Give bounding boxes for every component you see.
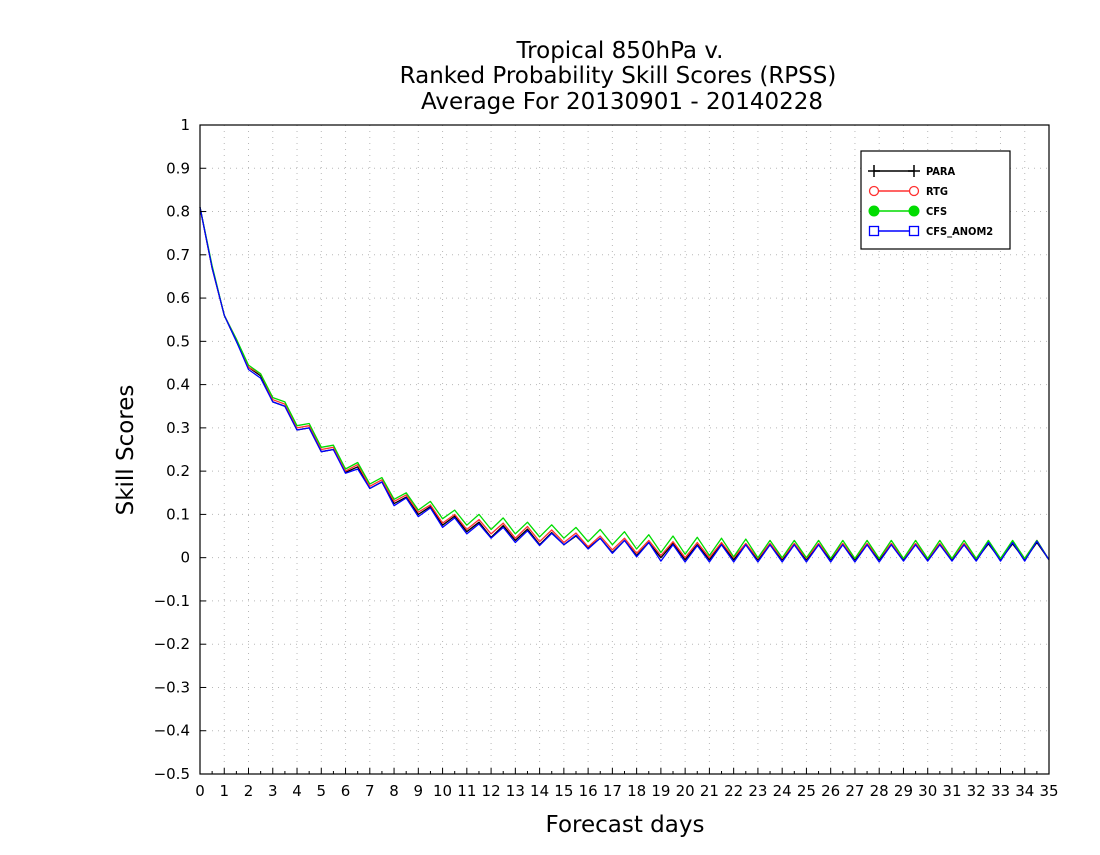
y-axis-title: Skill Scores [113,385,139,516]
x-tick-label: 33 [991,782,1010,800]
legend-marker-plus [868,165,880,177]
series-lines [199,207,1050,563]
y-tick-label: 0.8 [166,203,190,221]
legend: PARA RTG CFS CFS_ANOM2 [860,150,1011,250]
y-tick-label: −0.3 [154,678,190,696]
y-tick-label: 1 [180,116,190,134]
x-tick-label: 34 [1015,782,1034,800]
x-tick-label: 9 [414,782,424,800]
legend-marker-open-circle [908,185,920,197]
series-line-para [199,207,1050,561]
x-tick-label: 32 [967,782,986,800]
legend-marker-open-circle [868,185,880,197]
x-tick-label: 14 [530,782,549,800]
series-line-cfs [199,207,1050,561]
legend-label-para: PARA [926,165,956,178]
x-tick-label: 25 [797,782,816,800]
legend-label-cfs-anom2: CFS_ANOM2 [926,225,993,238]
x-tick-label: 24 [773,782,792,800]
series-line-rtg [199,207,1050,561]
x-tick-label: 11 [457,782,476,800]
legend-marker-filled-circle [868,205,880,217]
x-tick-label: 27 [845,782,864,800]
y-tick-label: −0.4 [154,722,190,740]
x-tick-label: 30 [918,782,937,800]
title-line-1: Tropical 850hPa v. [516,38,724,64]
x-tick-label: 13 [506,782,525,800]
x-tick-label: 1 [219,782,229,800]
x-tick-label: 0 [195,782,205,800]
legend-box [860,150,1011,250]
x-tick-label: 16 [579,782,598,800]
y-tick-label: 0.9 [166,159,190,177]
legend-marker-open-square [908,225,920,237]
x-tick-label: 18 [627,782,646,800]
x-tick-label: 21 [700,782,719,800]
x-tick-label: 17 [603,782,622,800]
x-tick-label: 10 [433,782,452,800]
x-tick-label: 20 [676,782,695,800]
legend-marker-plus [908,165,920,177]
title-line-3: Average For 20130901 - 20140228 [421,89,823,115]
y-tick-label: 0.1 [166,505,190,523]
x-tick-label: 3 [268,782,278,800]
grid [200,125,1049,774]
x-tick-label: 23 [748,782,767,800]
y-tick-label: −0.5 [154,765,190,783]
x-tick-label: 6 [341,782,351,800]
title-line-2: Ranked Probability Skill Scores (RPSS) [400,63,837,89]
chart-title: Tropical 850hPa v. Ranked Probability Sk… [400,38,837,115]
y-tick-label: 0.3 [166,419,190,437]
series-line-cfs-anom2 [199,207,1050,563]
x-tick-label: 28 [870,782,889,800]
x-tick-label: 2 [244,782,254,800]
x-tick-label: 19 [651,782,670,800]
x-tick-label: 31 [942,782,961,800]
y-tick-label: −0.2 [154,635,190,653]
x-tick-label: 26 [821,782,840,800]
y-tick-label: 0.5 [166,332,190,350]
x-axis-title: Forecast days [546,812,705,838]
legend-label-rtg: RTG [926,185,948,198]
x-tick-label: 15 [554,782,573,800]
y-tick-label: 0 [180,549,190,567]
x-tick-label: 29 [894,782,913,800]
y-tick-label: −0.1 [154,592,190,610]
legend-marker-filled-circle [908,205,920,217]
x-tick-label: 4 [292,782,302,800]
y-tick-label: 0.2 [166,462,190,480]
y-tick-label: 0.7 [166,246,190,264]
x-tick-label: 35 [1039,782,1058,800]
axis-ticks: 0 1 2 3 4 5 6 7 8 9 10 11 12 13 14 15 16 17 18 19 20 21 22 23 24… [154,116,1059,800]
legend-marker-open-square [868,225,880,237]
y-tick-label: 0.4 [166,376,190,394]
y-tick-label: 0.6 [166,289,190,307]
legend-label-cfs: CFS [926,205,947,218]
x-tick-label: 22 [724,782,743,800]
x-tick-label: 12 [482,782,501,800]
x-tick-label: 8 [389,782,399,800]
x-tick-label: 5 [317,782,327,800]
x-tick-label: 7 [365,782,375,800]
